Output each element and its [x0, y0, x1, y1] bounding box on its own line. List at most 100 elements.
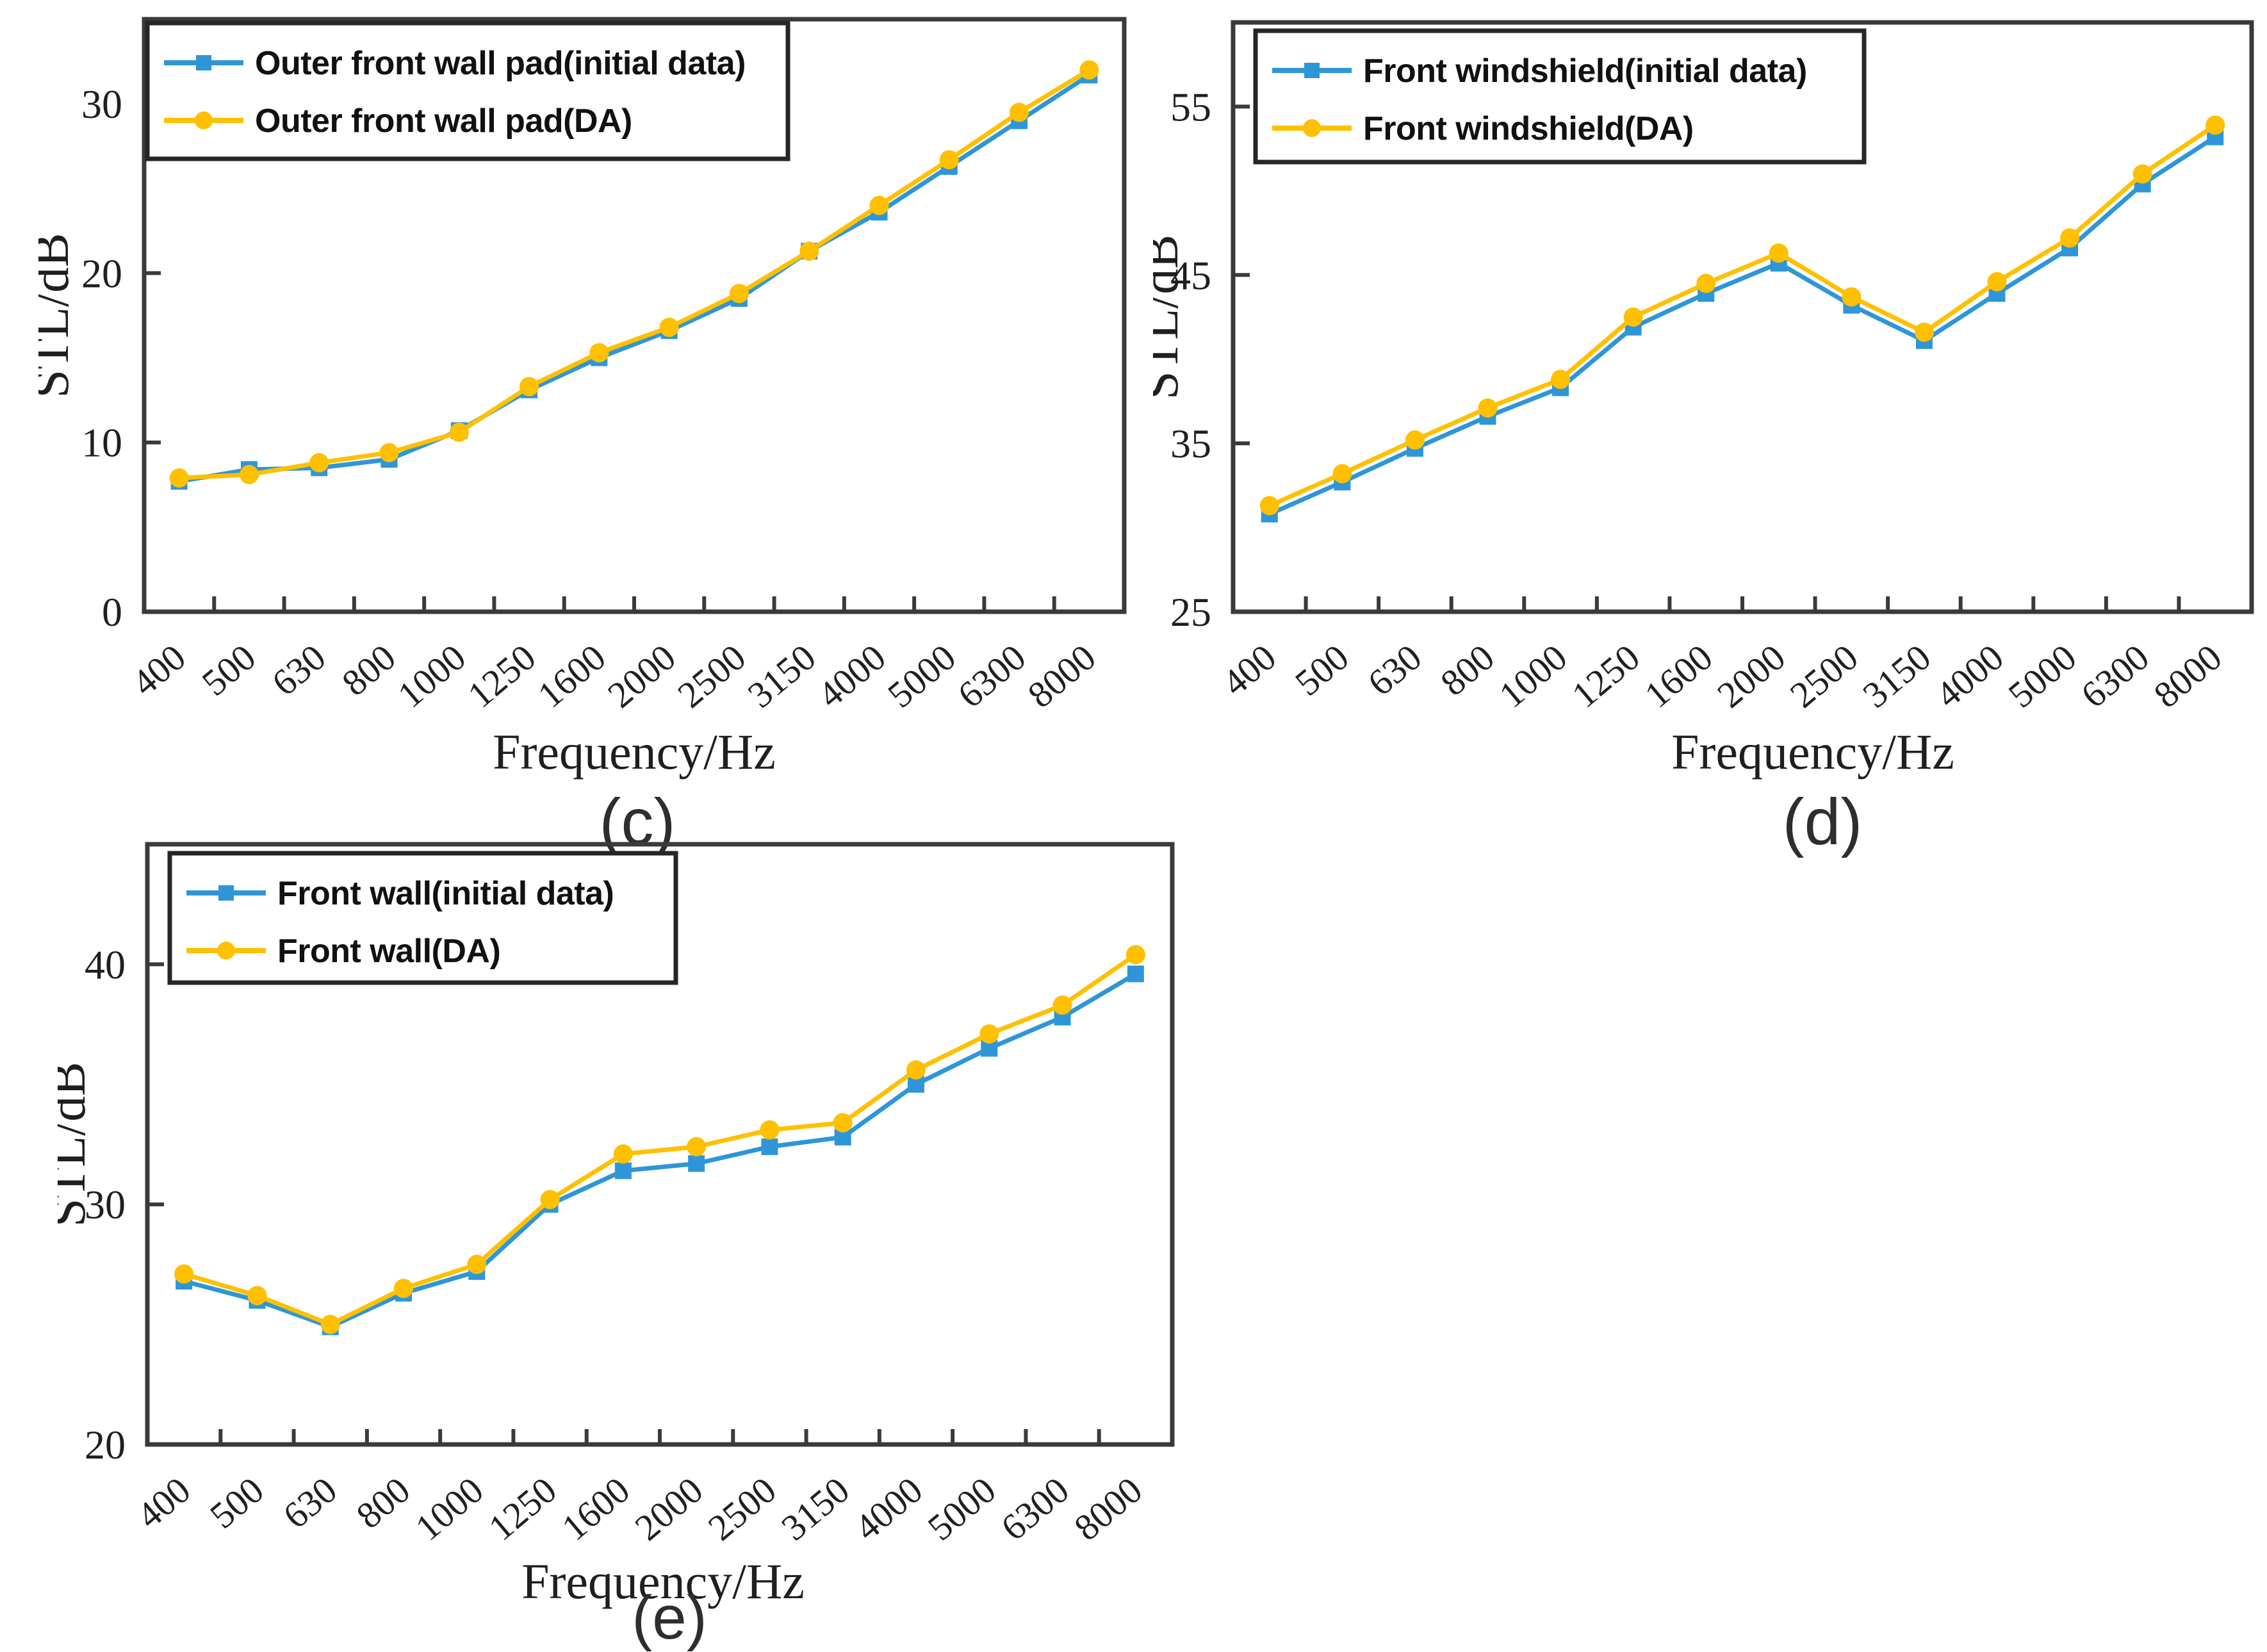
marker-circle: [1842, 287, 1862, 307]
x-tick-label: 400: [124, 636, 193, 704]
x-tick-label: 6300: [993, 1469, 1077, 1548]
x-tick-label: 1000: [1491, 636, 1575, 716]
x-axis: 400 500 630 8001000125016002000250031504000…: [1215, 596, 2230, 716]
series-line-initial: [177, 72, 1092, 484]
marker-circle: [1478, 398, 1498, 418]
marker-circle: [659, 318, 679, 337]
marker-circle: [1052, 995, 1072, 1015]
marker-circle: [394, 1279, 413, 1298]
x-tick-label: 800: [334, 636, 403, 704]
marker-circle: [1259, 496, 1279, 516]
legend-item-initial: Outer front wall pad(initial data): [164, 45, 746, 82]
marker-circle: [2132, 164, 2152, 184]
x-tick-label: 2500: [700, 1469, 784, 1548]
x-tick-label: 1600: [1637, 636, 1721, 716]
marker-circle: [174, 1264, 194, 1284]
x-tick-label: 500: [194, 636, 263, 704]
marker-circle: [906, 1060, 926, 1080]
y-axis: 20 30 40: [85, 942, 164, 1468]
marker-circle: [1551, 370, 1571, 389]
chart-c-svg: 0 10 20 30 STL/dB 400 500 630 800100012501600200…: [38, 17, 1127, 858]
series-line-da: [177, 67, 1092, 480]
x-tick-label: 800: [1432, 636, 1502, 704]
marker-circle: [1914, 322, 1934, 342]
y-tick-label: 20: [85, 1422, 126, 1468]
marker-circle: [613, 1144, 633, 1164]
marker-circle: [169, 468, 189, 488]
x-tick-label: 2000: [627, 1469, 711, 1548]
x-tick-label: 1250: [480, 1469, 564, 1548]
x-tick-label: 400: [1215, 636, 1284, 704]
y-tick-label: 30: [81, 81, 122, 127]
marker-circle: [320, 1314, 340, 1334]
x-tick-label: 1250: [460, 636, 544, 716]
x-tick-label: 5000: [2001, 636, 2084, 716]
chart-panel-d: 25 35 45 55 STL/dB 400 500 630 800 1000 1250 1600 20…: [1153, 0, 2267, 858]
x-tick-label: 1000: [407, 1469, 491, 1548]
y-axis-title: STL/dB: [58, 1062, 96, 1227]
legend-label-initial: Outer front wall pad(initial data): [255, 45, 746, 82]
x-tick-label: 1000: [389, 636, 473, 716]
x-tick-label: 8000: [1020, 636, 1104, 716]
marker-circle: [2206, 115, 2225, 135]
series-line-da: [1267, 122, 2218, 508]
x-tick-label: 3150: [773, 1469, 857, 1548]
legend-marker-circle: [195, 111, 213, 129]
y-tick-label: 10: [81, 420, 122, 466]
x-tick-label: 8000: [2146, 636, 2230, 716]
legend-box: [1253, 28, 1867, 165]
y-axis-title: STL/dB: [1153, 234, 1189, 400]
legend-item-initial: Front wall(initial data): [186, 875, 614, 912]
panel-label: (e): [632, 1583, 707, 1652]
y-axis: 25 35 45 55: [1170, 84, 1250, 635]
marker-circle: [729, 284, 749, 304]
marker-circle: [239, 464, 259, 484]
y-tick-label: 20: [81, 250, 122, 296]
x-axis-title: Frequency/Hz: [1671, 724, 1954, 780]
legend-label-da: Outer front wall pad(DA): [255, 102, 632, 140]
x-tick-label: 1600: [554, 1469, 638, 1548]
x-tick-label: 5000: [880, 636, 963, 716]
legend: Outer front wall pad(initial data) Outer …: [145, 20, 790, 161]
x-tick-label: 630: [275, 1469, 345, 1537]
marker-circle: [1332, 464, 1352, 484]
legend: Front wall(initial data) Front wall(DA): [167, 851, 678, 985]
legend-item-da: Front wall(DA): [186, 933, 501, 970]
legend-label-initial: Front wall(initial data): [277, 875, 614, 912]
legend-box: [145, 20, 790, 161]
x-tick-label: 8000: [1067, 1469, 1150, 1548]
marker-circle: [247, 1286, 267, 1305]
marker-circle: [869, 195, 889, 215]
y-tick-label: 35: [1170, 421, 1211, 466]
x-tick-label: 2500: [1782, 636, 1866, 716]
legend-marker-circle: [1303, 119, 1321, 137]
marker-square: [761, 1138, 778, 1156]
marker-circle: [540, 1190, 560, 1209]
legend-box: [167, 851, 678, 985]
legend-item-initial: Front windshield(initial data): [1272, 53, 1807, 90]
marker-circle: [979, 1024, 999, 1044]
y-tick-label: 0: [102, 589, 122, 635]
x-tick-label: 800: [348, 1469, 418, 1537]
x-tick-label: 400: [129, 1469, 198, 1537]
marker-circle: [799, 241, 819, 261]
series-line-initial: [1267, 135, 2218, 517]
x-tick-label: 4000: [1927, 636, 2011, 716]
chart-panel-c: 0 10 20 30 STL/dB 400 500 630 800 1000 1250 1600 200…: [38, 0, 1140, 858]
marker-circle: [520, 377, 539, 397]
legend-marker-square: [1304, 63, 1320, 78]
marker-circle: [1125, 945, 1145, 965]
x-tick-label: 2000: [1709, 636, 1793, 716]
legend-label-da: Front wall(DA): [277, 933, 500, 970]
marker-square: [688, 1155, 705, 1172]
y-tick-label: 25: [1170, 589, 1211, 635]
series-markers-da: [169, 60, 1099, 488]
chart-d-svg: 25 35 45 55 STL/dB 400 500 630 80010001250160020…: [1153, 20, 2254, 858]
y-tick-label: 30: [85, 1182, 126, 1227]
x-axis: 400 500 630 8001000125016002000250031504000…: [124, 596, 1104, 716]
legend-label-initial: Front windshield(initial data): [1363, 53, 1807, 90]
x-axis-title: Frequency/Hz: [493, 724, 776, 780]
marker-circle: [589, 343, 609, 363]
panel-label: (d): [1783, 785, 1863, 858]
marker-circle: [687, 1137, 707, 1157]
